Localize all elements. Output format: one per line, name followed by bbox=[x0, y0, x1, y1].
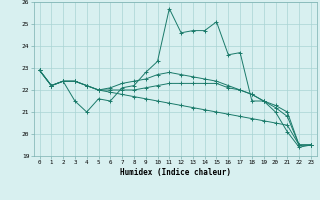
X-axis label: Humidex (Indice chaleur): Humidex (Indice chaleur) bbox=[120, 168, 231, 177]
